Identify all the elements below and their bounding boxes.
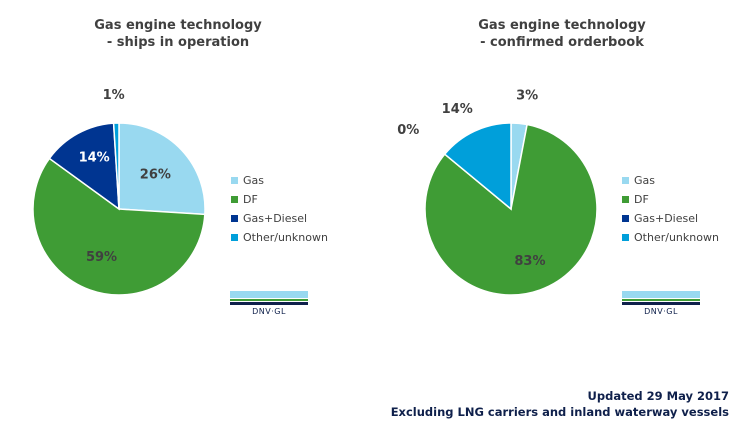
chart-2-legend-item-other: Other/unknown: [622, 228, 719, 247]
chart-2-pie: 3% 83% 0% 14%: [397, 88, 598, 296]
chart-2-title: Gas engine technology - confirmed orderb…: [442, 17, 682, 51]
chart-1-legend-item-df: DF: [231, 190, 328, 209]
pie-label-gas: 26%: [140, 167, 171, 182]
chart-1-title: Gas engine technology - ships in operati…: [58, 17, 298, 51]
legend-label-df: DF: [243, 193, 258, 206]
legend-swatch-other: [622, 234, 629, 241]
chart-2-title-line-1: Gas engine technology: [478, 18, 646, 33]
legend-swatch-gas-diesel: [622, 215, 629, 222]
footer-note: Updated 29 May 2017 Excluding LNG carrie…: [391, 388, 729, 420]
dnvgl-logo-1: DNV·GL: [230, 291, 308, 316]
pie-label-gas: 3%: [516, 88, 538, 103]
chart-1-legend-item-gas: Gas: [231, 171, 328, 190]
chart-1-legend-item-gas-diesel: Gas+Diesel: [231, 209, 328, 228]
chart-1-title-line-2: - ships in operation: [106, 35, 250, 50]
chart-1-legend: Gas DF Gas+Diesel Other/unknown: [231, 171, 328, 247]
chart-2-legend-item-df: DF: [622, 190, 719, 209]
chart-1-pie: 26% 59% 14% 1%: [32, 88, 206, 296]
pie-label-df: 83%: [514, 254, 545, 269]
legend-swatch-gas: [231, 177, 238, 184]
pie-label-other-unknown: 14%: [442, 102, 473, 117]
pie-label-df: 59%: [86, 250, 117, 265]
logo-bar-navy: [622, 302, 700, 305]
pie-slice-df: [32, 157, 206, 296]
chart-2-legend-item-gas-diesel: Gas+Diesel: [622, 209, 719, 228]
legend-label-other: Other/unknown: [634, 231, 719, 244]
logo-text: DNV·GL: [252, 307, 286, 316]
legend-label-gas-diesel: Gas+Diesel: [634, 212, 699, 225]
legend-label-gas: Gas: [243, 174, 264, 187]
chart-1-title-line-1: Gas engine technology: [94, 18, 262, 33]
pie-label-other-unknown: 1%: [103, 88, 125, 103]
chart-2-title-line-2: - confirmed orderbook: [480, 35, 644, 50]
pie-slice-gas: [118, 122, 206, 216]
pie-slice-other-unknown: [443, 122, 512, 211]
pie-slice-other-unknown: [112, 122, 120, 210]
logo-bar-green: [622, 299, 700, 301]
logo-bar-navy: [230, 302, 308, 305]
logo-bar-green: [230, 299, 308, 301]
footer-updated: Updated 29 May 2017: [587, 389, 729, 403]
dnvgl-logo-2: DNV·GL: [622, 291, 700, 316]
legend-label-gas-diesel: Gas+Diesel: [243, 212, 308, 225]
legend-swatch-gas: [622, 177, 629, 184]
logo-bar-light: [622, 291, 700, 298]
legend-label-df: DF: [634, 193, 649, 206]
pie-label-gas-diesel: 14%: [79, 150, 110, 165]
footer-exclusion: Excluding LNG carriers and inland waterw…: [390, 405, 729, 419]
legend-swatch-df: [231, 196, 238, 203]
legend-swatch-gas-diesel: [231, 215, 238, 222]
chart-1-legend-item-other: Other/unknown: [231, 228, 328, 247]
logo-text: DNV·GL: [644, 307, 678, 316]
legend-label-other: Other/unknown: [243, 231, 328, 244]
pie-label-gas-diesel: 0%: [397, 123, 419, 138]
logo-bar-light: [230, 291, 308, 298]
pie-slice-gas-diesel: [48, 122, 120, 211]
chart-2-legend-item-gas: Gas: [622, 171, 719, 190]
chart-2-legend: Gas DF Gas+Diesel Other/unknown: [622, 171, 719, 247]
legend-label-gas: Gas: [634, 174, 655, 187]
legend-swatch-other: [231, 234, 238, 241]
legend-swatch-df: [622, 196, 629, 203]
